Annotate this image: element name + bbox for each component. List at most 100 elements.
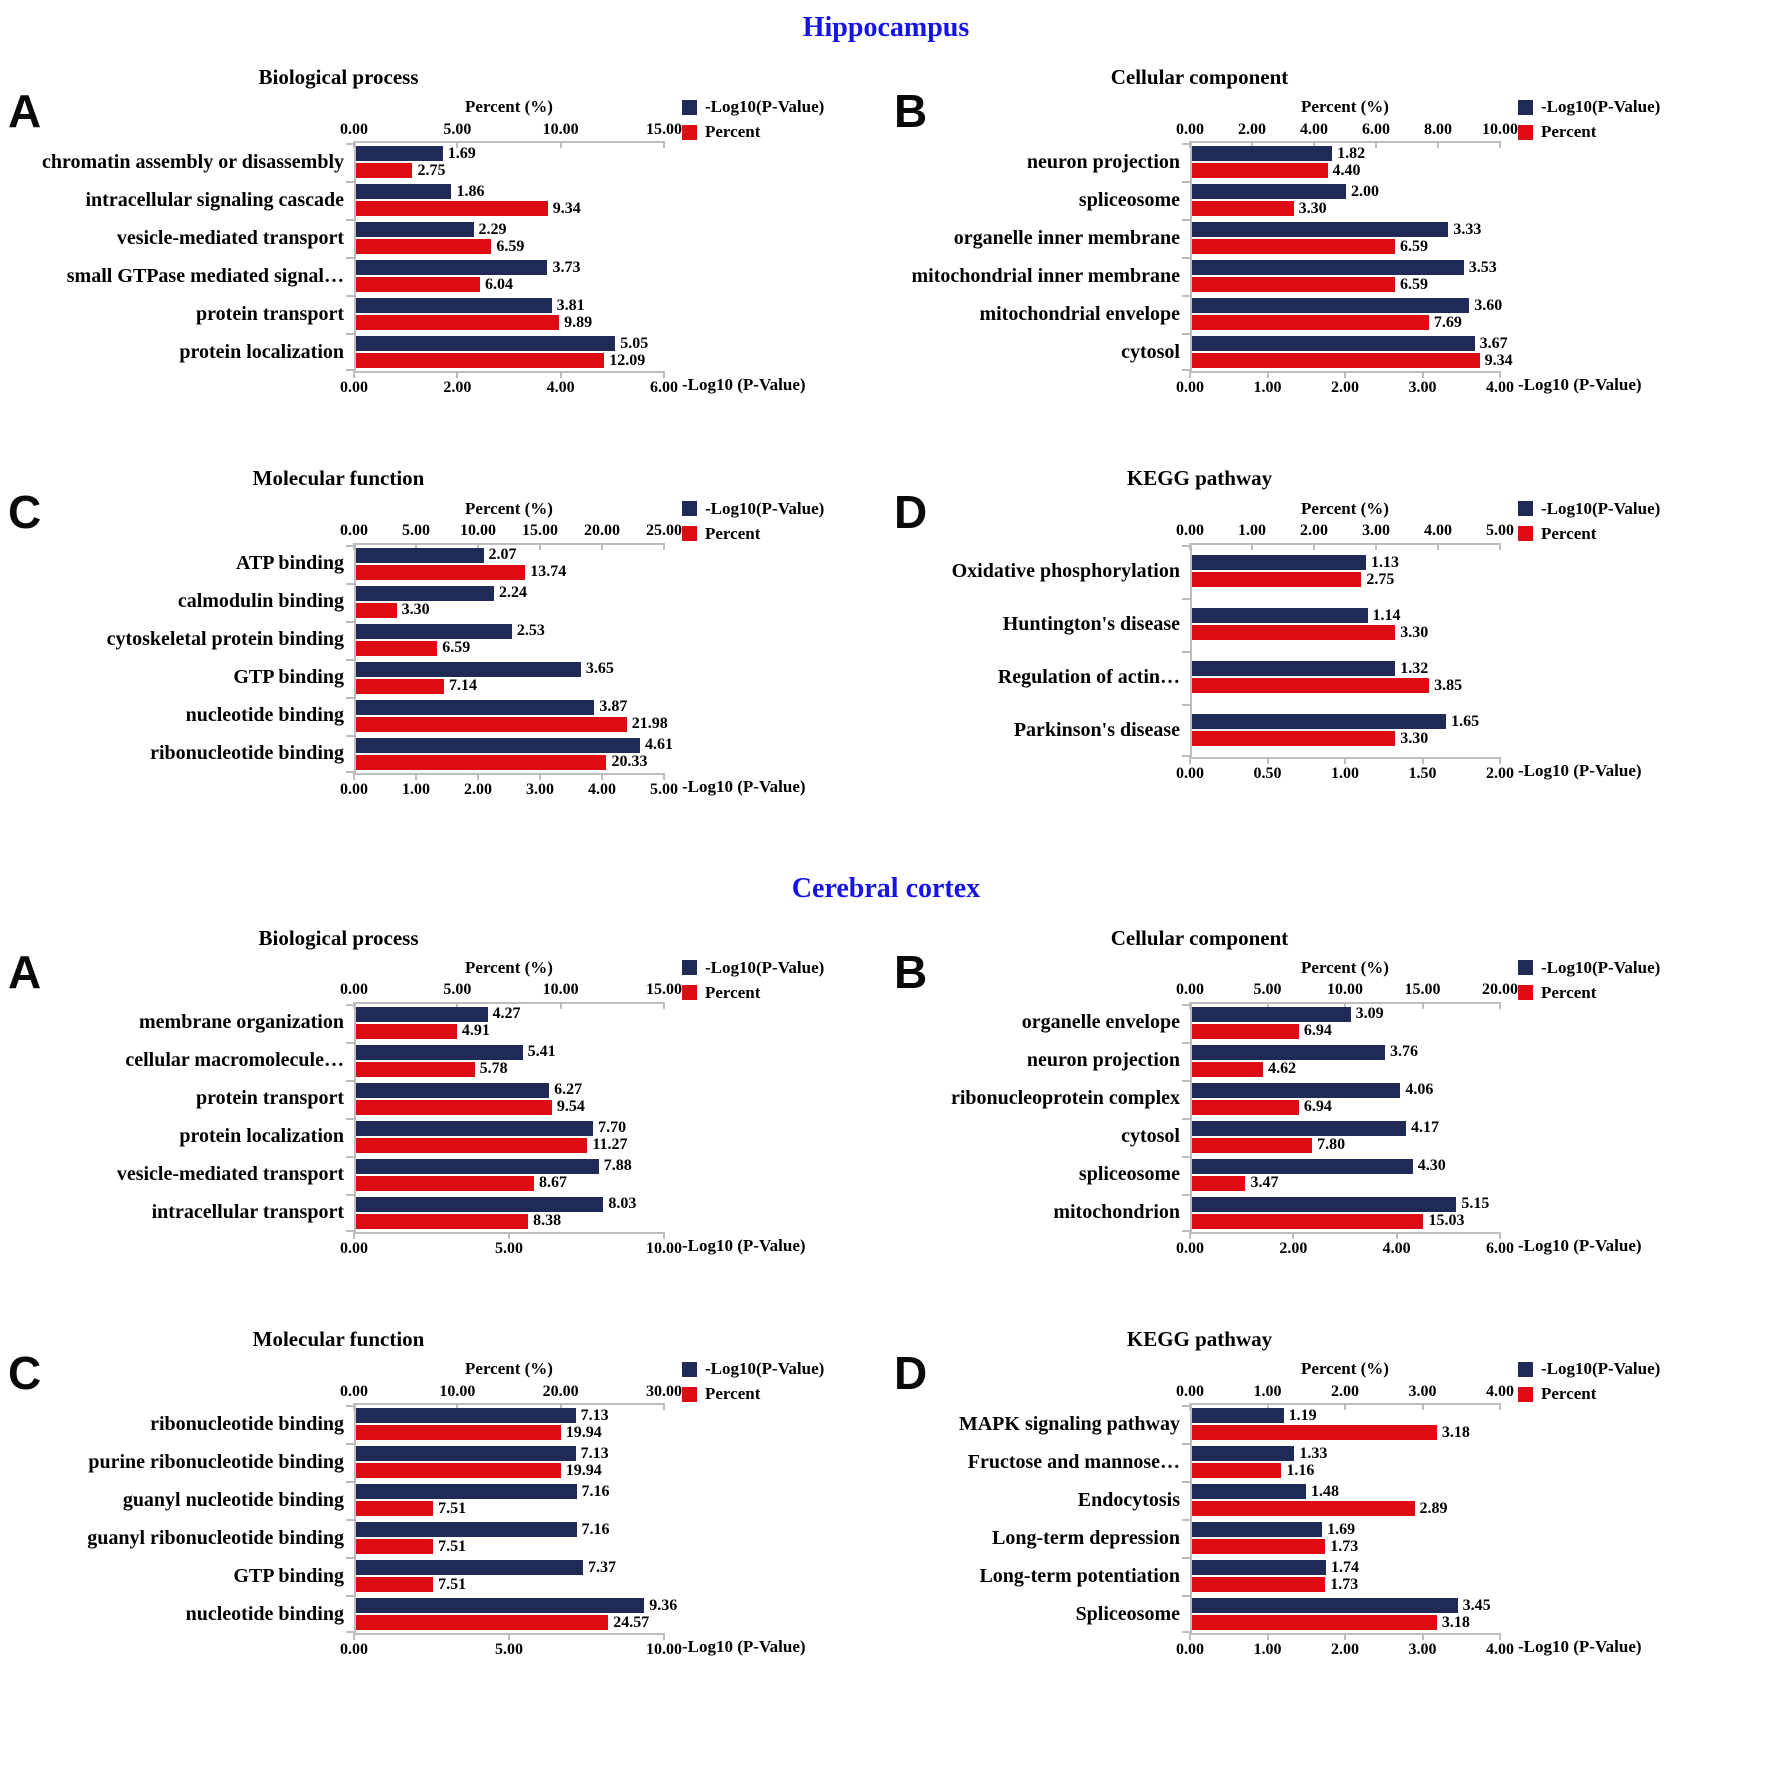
bottom-axis-title: -Log10 (P-Value): [682, 1637, 806, 1657]
logp-value-label: 2.07: [488, 546, 517, 564]
legend-item: -Log10(P-Value): [1518, 958, 1772, 978]
logp-value-label: 2.24: [498, 584, 527, 602]
bottom-axis-tick-label: 1.00: [1253, 1641, 1282, 1659]
bar-pair-row: 3.45 3.18: [1192, 1595, 1500, 1633]
left-axis-tick-mark: [1182, 703, 1190, 706]
logp-bar: 7.88: [356, 1157, 632, 1174]
right-gutter: -Log10(P-Value) Percent -Log10 (P-Value): [1500, 499, 1772, 781]
logp-value-label: 1.13: [1371, 553, 1400, 571]
panel-letter: B: [894, 945, 928, 998]
logp-value-label: 3.81: [556, 296, 585, 314]
category-label: mitochondrion: [1053, 1201, 1180, 1224]
bottom-axis-tick-label: 0.00: [340, 780, 368, 798]
left-axis-tick-mark: [346, 1003, 354, 1006]
top-axis-tick-label: 10.00: [439, 1382, 476, 1400]
left-axis-tick-mark: [1182, 295, 1190, 298]
bottom-axis-tick-mark: [1189, 1231, 1191, 1239]
top-axis-tick-mark: [1437, 141, 1439, 149]
bar-pair-row: 1.69 1.73: [1192, 1519, 1500, 1557]
legend-label: -Log10(P-Value): [1541, 957, 1661, 977]
bottom-axis-tick-label: 5.00: [495, 1641, 523, 1659]
logp-bar: 9.36: [356, 1597, 677, 1614]
percent-bar: 1.73: [1192, 1576, 1358, 1593]
top-axis-tick-label: 15.00: [522, 522, 558, 539]
bottom-axis-line: [1189, 371, 1501, 379]
legend-item: Percent: [1518, 1384, 1772, 1404]
left-axis-tick-mark: [1182, 1557, 1190, 1560]
bottom-axis-tick-label: 1.00: [1331, 764, 1359, 782]
percent-legend-swatch: [682, 1386, 697, 1402]
bar-pair-row: 3.81 9.89: [356, 295, 664, 333]
logp-bar: 6.27: [356, 1081, 582, 1098]
category-label: spliceosome: [1078, 1163, 1180, 1186]
top-axis-tick-mark: [1266, 1403, 1269, 1411]
legend-item: Percent: [1518, 983, 1772, 1003]
category-label: vesicle-mediated transport: [116, 1163, 344, 1186]
bottom-axis-tick-label: 0.00: [1176, 379, 1204, 397]
bottom-axis-tick-label: 10.00: [646, 1641, 682, 1659]
bar-pair-row: 4.30 3.47: [1192, 1156, 1500, 1194]
logp-value-label: 9.36: [649, 1596, 678, 1614]
bar-pair-row: 1.65 3.30: [1192, 704, 1500, 757]
left-axis-tick-mark: [1182, 1519, 1190, 1522]
logp-value-label: 4.61: [644, 736, 673, 754]
percent-value-label: 9.34: [1484, 351, 1513, 369]
bottom-axis-tick-mark: [1266, 1633, 1269, 1641]
legend-item: -Log10(P-Value): [1518, 499, 1772, 519]
percent-value-label: 6.59: [442, 639, 471, 657]
plot-area: Percent (%) 0.00 10.00 20.00 30.00 7.13 19.94 7…: [340, 1359, 682, 1659]
left-axis-tick-mark: [346, 1481, 354, 1484]
left-axis-tick-mark: [346, 333, 354, 336]
category-label: chromatin assembly or disassembly: [41, 150, 344, 173]
left-axis-tick-mark: [1182, 650, 1190, 653]
percent-value-label: 4.91: [461, 1022, 490, 1040]
top-axis-tick-labels: 0.00 1.00 2.00 3.00 4.00: [1176, 1381, 1514, 1403]
percent-value-label: 24.57: [613, 1613, 650, 1631]
bottom-axis-tick-label: 0.00: [1176, 764, 1204, 782]
top-axis-tick-mark: [601, 542, 603, 550]
bottom-axis-tick-mark: [663, 371, 665, 379]
bottom-axis-tick-label: 5.00: [650, 780, 678, 798]
legend-item: Percent: [682, 122, 886, 142]
bar-pair-row: 1.69 2.75: [356, 143, 664, 181]
legend-label: -Log10(P-Value): [1541, 97, 1661, 117]
bottom-axis-tick-mark: [415, 772, 417, 780]
logp-bar: 2.07: [356, 546, 517, 563]
top-axis-tick-label: 10.00: [542, 981, 579, 999]
percent-bar: 4.91: [356, 1022, 490, 1039]
logp-bar: 3.33: [1192, 221, 1481, 238]
bar-pair-row: 7.16 7.51: [356, 1481, 664, 1519]
panel-letter: C: [8, 486, 42, 539]
top-axis-tick-mark: [456, 1001, 459, 1009]
bottom-axis-tick-mark: [539, 772, 541, 780]
top-axis-tick-mark: [559, 141, 562, 149]
top-axis-tick-mark: [1499, 1001, 1501, 1009]
percent-bar: 3.30: [356, 601, 430, 618]
percent-value-label: 19.94: [565, 1461, 602, 1479]
percent-bar: 6.59: [1192, 238, 1428, 255]
category-label: calmodulin binding: [177, 590, 344, 613]
bars-region: 7.13 19.94 7.13 19.94 7.16 7.51 7.16 7.51 7.37 7.…: [346, 1405, 677, 1634]
top-axis-tick-mark: [456, 1403, 459, 1411]
bar-pair-row: 2.29 6.59: [356, 219, 664, 257]
top-axis-tick-label: 5.00: [1253, 981, 1282, 999]
top-axis-tick-label: 10.00: [1327, 981, 1363, 999]
bar-pair-row: 4.17 7.80: [1192, 1118, 1500, 1156]
bottom-axis-tick-label: 2.00: [464, 780, 492, 798]
top-axis-tick-label: 0.00: [1176, 1382, 1204, 1400]
bar-pair-row: 3.33 6.59: [1192, 219, 1500, 257]
percent-value-label: 7.51: [438, 1499, 467, 1517]
top-axis-tick-label: 3.00: [1408, 1382, 1437, 1400]
left-axis-tick-mark: [1182, 597, 1190, 600]
legend-item: -Log10(P-Value): [1518, 1359, 1772, 1379]
panel-hippocampus-B: B Cellular component neuron projection spli…: [886, 58, 1772, 401]
percent-bar: 3.30: [1192, 730, 1428, 747]
top-axis-tick-label: 0.00: [1176, 120, 1204, 138]
panel-letter: D: [894, 1346, 928, 1399]
bottom-axis-tick-mark: [663, 772, 665, 780]
left-axis-tick-mark: [346, 620, 354, 623]
percent-value-label: 3.30: [1298, 199, 1327, 217]
logp-bar: 7.16: [356, 1521, 610, 1538]
bottom-axis-tick-label: 0.00: [1176, 1641, 1204, 1659]
bottom-axis-tick-mark: [1189, 756, 1191, 764]
